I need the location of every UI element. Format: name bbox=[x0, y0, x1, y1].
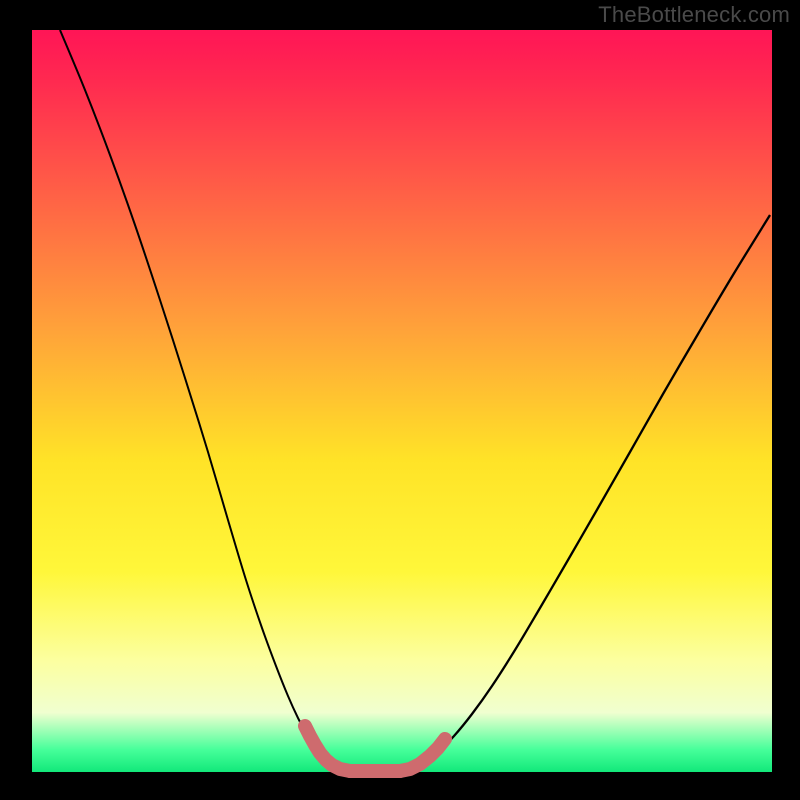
chart-svg bbox=[0, 0, 800, 800]
left-curve bbox=[60, 30, 352, 771]
marker-right-segment bbox=[400, 739, 445, 771]
outer-frame: TheBottleneck.com bbox=[0, 0, 800, 800]
marker-left-segment bbox=[305, 726, 350, 771]
right-curve bbox=[400, 215, 770, 771]
